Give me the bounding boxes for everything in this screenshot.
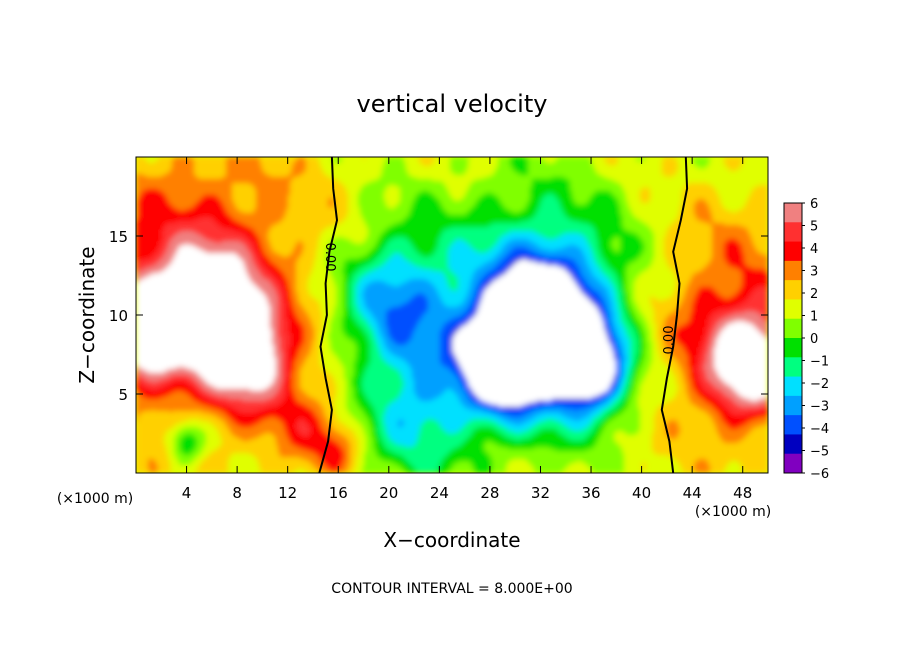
x-tick-label: 16 bbox=[329, 484, 348, 502]
x-unit-label-right: (×1000 m) bbox=[695, 504, 771, 520]
colorbar-swatch bbox=[784, 434, 802, 455]
y-tick-label: 5 bbox=[118, 386, 128, 404]
plot-area bbox=[136, 157, 768, 473]
x-tick-label: 32 bbox=[531, 484, 550, 502]
x-axis-label: X−coordinate bbox=[383, 528, 520, 552]
colorbar-swatch bbox=[784, 241, 802, 262]
colorbar-swatch bbox=[784, 376, 802, 397]
x-tick-label: 12 bbox=[278, 484, 297, 502]
colorbar-swatch bbox=[784, 203, 802, 223]
colorbar-swatch bbox=[784, 260, 802, 281]
colorbar-tick-label: −4 bbox=[810, 422, 829, 437]
x-tick-label: 4 bbox=[182, 484, 192, 502]
colorbar-swatch bbox=[784, 338, 802, 358]
x-tick-label: 44 bbox=[683, 484, 702, 502]
colorbar-tick-label: 0 bbox=[810, 332, 818, 347]
x-tick-label: 48 bbox=[733, 484, 752, 502]
colorbar-swatch bbox=[784, 395, 802, 416]
colorbar-swatch bbox=[784, 415, 802, 435]
y-tick-label: 15 bbox=[109, 228, 128, 246]
x-tick-label: 28 bbox=[480, 484, 499, 502]
colorbar-swatch bbox=[784, 453, 802, 474]
colorbar-tick-label: 6 bbox=[810, 197, 818, 212]
contour-interval-note: CONTOUR INTERVAL = 8.000E+00 bbox=[331, 581, 572, 597]
x-tick-label: 8 bbox=[232, 484, 242, 502]
colorbar-tick-label: −2 bbox=[810, 377, 829, 392]
velocity-field bbox=[136, 157, 768, 473]
colorbar-tick-label: −6 bbox=[810, 467, 829, 482]
colorbar-swatch bbox=[784, 318, 802, 339]
contour-labels: 0.00 0.00 bbox=[322, 243, 677, 355]
y-axis-label: Z−coordinate bbox=[75, 246, 99, 383]
x-tick-label: 40 bbox=[632, 484, 651, 502]
contour-layer bbox=[318, 157, 689, 473]
colorbar-tick-label: 3 bbox=[810, 265, 818, 280]
colorbar-tick-label: −1 bbox=[810, 355, 829, 370]
y-tick-label: 10 bbox=[109, 307, 128, 325]
colorbar-tick-label: −5 bbox=[810, 445, 829, 460]
y-axis-ticks: 5 10 15 bbox=[109, 228, 768, 404]
colorbar-tick-label: 5 bbox=[810, 220, 818, 235]
colorbar-swatch bbox=[784, 357, 802, 378]
colorbar-swatch bbox=[784, 299, 802, 320]
colorbar-tick-label: 4 bbox=[810, 242, 818, 257]
zero-contour-line bbox=[318, 157, 339, 473]
chart-title: vertical velocity bbox=[357, 90, 548, 118]
x-tick-label: 20 bbox=[379, 484, 398, 502]
zero-contour-line bbox=[660, 157, 689, 473]
x-axis-ticks: 4 8 12 16 20 24 28 32 36 40 44 48 bbox=[182, 157, 752, 502]
x-tick-label: 24 bbox=[430, 484, 449, 502]
colorbar-tick-label: −3 bbox=[810, 400, 829, 415]
contour-label-left: 0.00 bbox=[322, 243, 337, 272]
colorbar-tick-label: 1 bbox=[810, 310, 818, 325]
colorbar-tick-label: 2 bbox=[810, 287, 818, 302]
colorbar-swatch bbox=[784, 222, 802, 243]
contour-label-right: 0.00 bbox=[662, 326, 677, 355]
x-tick-label: 36 bbox=[581, 484, 600, 502]
colorbar: 6 5 4 3 2 1 0 −1 −2 −3 −4 −5 −6 bbox=[783, 197, 829, 482]
colorbar-swatch bbox=[784, 280, 802, 300]
x-unit-label: (×1000 m) bbox=[57, 491, 133, 507]
